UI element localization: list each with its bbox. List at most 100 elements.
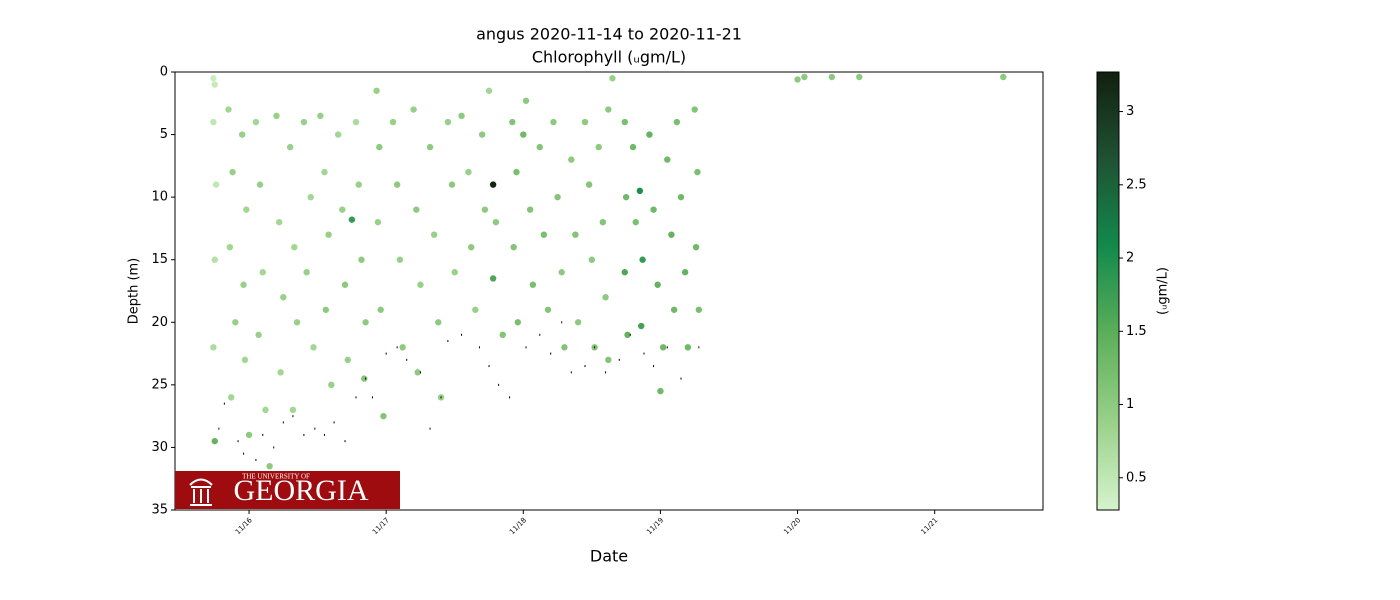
- data-point: [1000, 73, 1007, 81]
- bottom-point: [561, 321, 563, 324]
- data-point: [695, 306, 703, 313]
- colorbar-tick-label: 2.5: [1126, 177, 1147, 192]
- data-point: [413, 206, 420, 213]
- data-point: [380, 412, 387, 420]
- bottom-point: [406, 358, 408, 361]
- data-point: [352, 118, 360, 126]
- bottom-point: [303, 433, 305, 436]
- colorbar: [1096, 71, 1120, 511]
- bottom-point: [333, 421, 335, 424]
- chart-subtitle: Chlorophyll (ᵤgm/L): [532, 48, 686, 67]
- data-point: [444, 118, 452, 126]
- data-point: [691, 106, 698, 113]
- y-tick-label: 30: [151, 440, 168, 455]
- logo-line1: THE UNIVERSITY OF: [242, 473, 310, 481]
- data-point: [585, 181, 593, 188]
- bottom-point: [498, 383, 500, 386]
- data-point: [605, 356, 612, 364]
- data-point: [255, 331, 262, 338]
- data-point: [595, 143, 602, 151]
- data-point: [245, 431, 253, 439]
- data-point: [210, 75, 217, 82]
- y-tick-label: 15: [151, 252, 168, 267]
- data-point: [856, 73, 863, 81]
- data-point: [670, 306, 678, 313]
- data-point: [310, 344, 317, 351]
- bottom-point: [629, 333, 631, 336]
- data-point: [544, 306, 552, 313]
- data-point: [684, 344, 692, 351]
- data-point: [668, 231, 675, 238]
- data-point: [489, 275, 497, 282]
- data-point: [568, 156, 575, 163]
- data-point: [558, 269, 565, 276]
- y-tick-label: 25: [151, 377, 168, 392]
- data-point: [228, 394, 235, 401]
- data-point: [659, 344, 667, 351]
- data-point: [605, 106, 612, 113]
- data-point: [276, 218, 283, 226]
- bottom-point: [550, 352, 552, 355]
- data-point: [280, 294, 287, 301]
- data-point: [303, 269, 310, 276]
- data-point: [465, 168, 472, 176]
- data-point: [358, 256, 365, 263]
- bottom-point: [584, 365, 586, 368]
- data-point: [212, 181, 220, 188]
- logo-background: [175, 471, 400, 509]
- data-point: [355, 181, 362, 188]
- data-point: [211, 437, 218, 445]
- data-point: [430, 231, 438, 238]
- data-point: [341, 281, 349, 288]
- data-point: [344, 356, 351, 364]
- data-point: [286, 143, 294, 151]
- data-point: [232, 319, 239, 326]
- data-point: [210, 344, 217, 351]
- data-point: [293, 319, 301, 326]
- bottom-point: [282, 421, 284, 424]
- x-tick-label: 11/16: [234, 516, 254, 536]
- data-point: [426, 143, 434, 151]
- logo: THE UNIVERSITY OF GEORGIA: [175, 471, 400, 509]
- data-point: [588, 256, 596, 263]
- data-point: [374, 218, 382, 226]
- data-point: [520, 131, 527, 138]
- bottom-point: [594, 346, 596, 349]
- data-point: [376, 143, 383, 151]
- data-point: [574, 319, 582, 326]
- data-point: [636, 187, 644, 195]
- data-point: [638, 322, 645, 330]
- data-point: [581, 118, 589, 126]
- data-point: [289, 406, 297, 414]
- logo-line2: GEORGIA: [234, 474, 369, 507]
- data-point: [529, 281, 537, 288]
- data-point: [650, 206, 657, 213]
- data-point: [664, 156, 671, 163]
- bottom-point: [262, 433, 264, 436]
- data-point: [526, 206, 534, 213]
- x-tick-label: 11/17: [371, 516, 391, 536]
- data-point: [240, 281, 247, 288]
- bottom-point: [355, 396, 357, 399]
- bottom-point: [653, 365, 655, 368]
- data-point: [654, 281, 661, 288]
- data-point: [510, 244, 517, 251]
- data-point: [561, 344, 568, 351]
- data-point: [451, 269, 458, 276]
- data-point: [210, 118, 217, 126]
- bottom-point: [273, 446, 275, 449]
- data-point: [389, 118, 397, 126]
- data-point: [321, 168, 328, 176]
- y-tick-label: 35: [151, 503, 168, 518]
- chart-title: angus 2020-11-14 to 2020-11-21: [476, 25, 742, 44]
- colorbar-label: (ᵤgm/L): [1156, 267, 1171, 315]
- data-point: [801, 73, 808, 81]
- bottom-point: [440, 396, 442, 399]
- bottom-point: [344, 440, 346, 443]
- data-point: [828, 73, 836, 81]
- y-tick-label: 10: [151, 190, 168, 205]
- data-point: [621, 269, 628, 276]
- data-point: [273, 112, 280, 120]
- bottom-point: [218, 427, 220, 430]
- x-tick-label: 11/20: [782, 516, 802, 536]
